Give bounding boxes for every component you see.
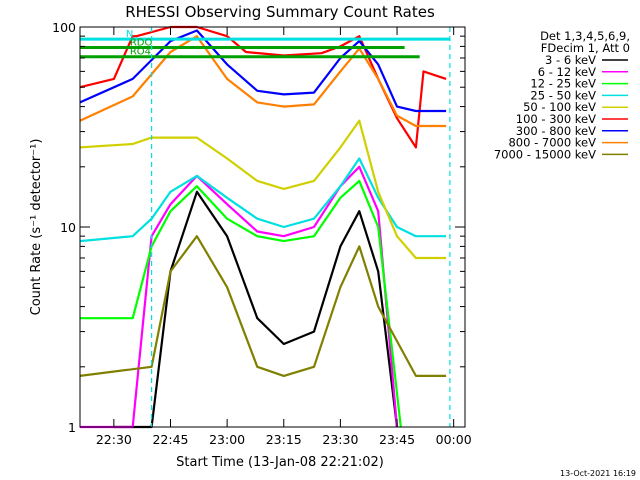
series-line-50-100-kev: [79, 119, 447, 260]
legend-header-line-1: Det 1,3,4,5,6,9,: [540, 29, 630, 43]
legend-label-6-12-kev: 6 - 12 keV: [538, 65, 596, 79]
series-line-3-6-kev: [113, 190, 399, 429]
axis-layer: 22:30 22:45 23:00 23:15 23:30 23:45 00:00 1 10 10…: [52, 20, 472, 447]
x-tick-label: 23:15: [266, 432, 302, 447]
series-line-7000-15000-kev: [79, 235, 447, 377]
series-line-800-7000-kev: [79, 35, 447, 128]
x-tick-label: 23:45: [379, 432, 415, 447]
y-tick-label: 10: [60, 220, 76, 235]
flag-label-n: N: [126, 29, 133, 40]
legend-label-3-6-kev: 3 - 6 keV: [545, 53, 596, 67]
chart-title: RHESSI Observing Summary Count Rates: [125, 3, 435, 21]
x-tick-label: 23:00: [209, 432, 245, 447]
x-tick-label: 23:30: [322, 432, 358, 447]
flag-label-rdo: RDO: [130, 37, 153, 48]
series-line-25-50-kev: [79, 157, 447, 243]
y-tick-label: 100: [52, 20, 76, 35]
legend-label-50-100-kev: 50 - 100 keV: [523, 100, 596, 114]
x-tick-label: 22:45: [152, 432, 188, 447]
legend-label-800-7000-kev: 800 - 7000 keV: [508, 136, 596, 150]
x-tick-label: 22:30: [96, 432, 132, 447]
x-axis-label: Start Time (13-Jan-08 22:21:02): [176, 455, 384, 470]
legend-label-25-50-kev: 25 - 50 keV: [530, 88, 596, 102]
y-axis-label: Count Rate (s⁻¹ detector⁻¹): [29, 139, 44, 316]
legend-label-300-800-kev: 300 - 800 keV: [516, 124, 596, 138]
y-tick-label: 1: [68, 420, 76, 435]
x-tick-label: 00:00: [436, 432, 472, 447]
legend-label-100-300-kev: 100 - 300 keV: [516, 112, 596, 126]
vline-layer: [151, 27, 451, 427]
flag-label-ro4: RO4: [130, 47, 151, 58]
legend-header-line-2: FDecim 1, Att 0: [541, 41, 630, 55]
footer-date: 13-Oct-2021 16:19: [560, 469, 636, 478]
legend: Det 1,3,4,5,6,9, FDecim 1, Att 0 3 - 6 k…: [494, 29, 630, 161]
legend-label-12-25-kev: 12 - 25 keV: [530, 77, 596, 91]
legend-label-7000-15000-kev: 7000 - 15000 keV: [494, 147, 596, 161]
